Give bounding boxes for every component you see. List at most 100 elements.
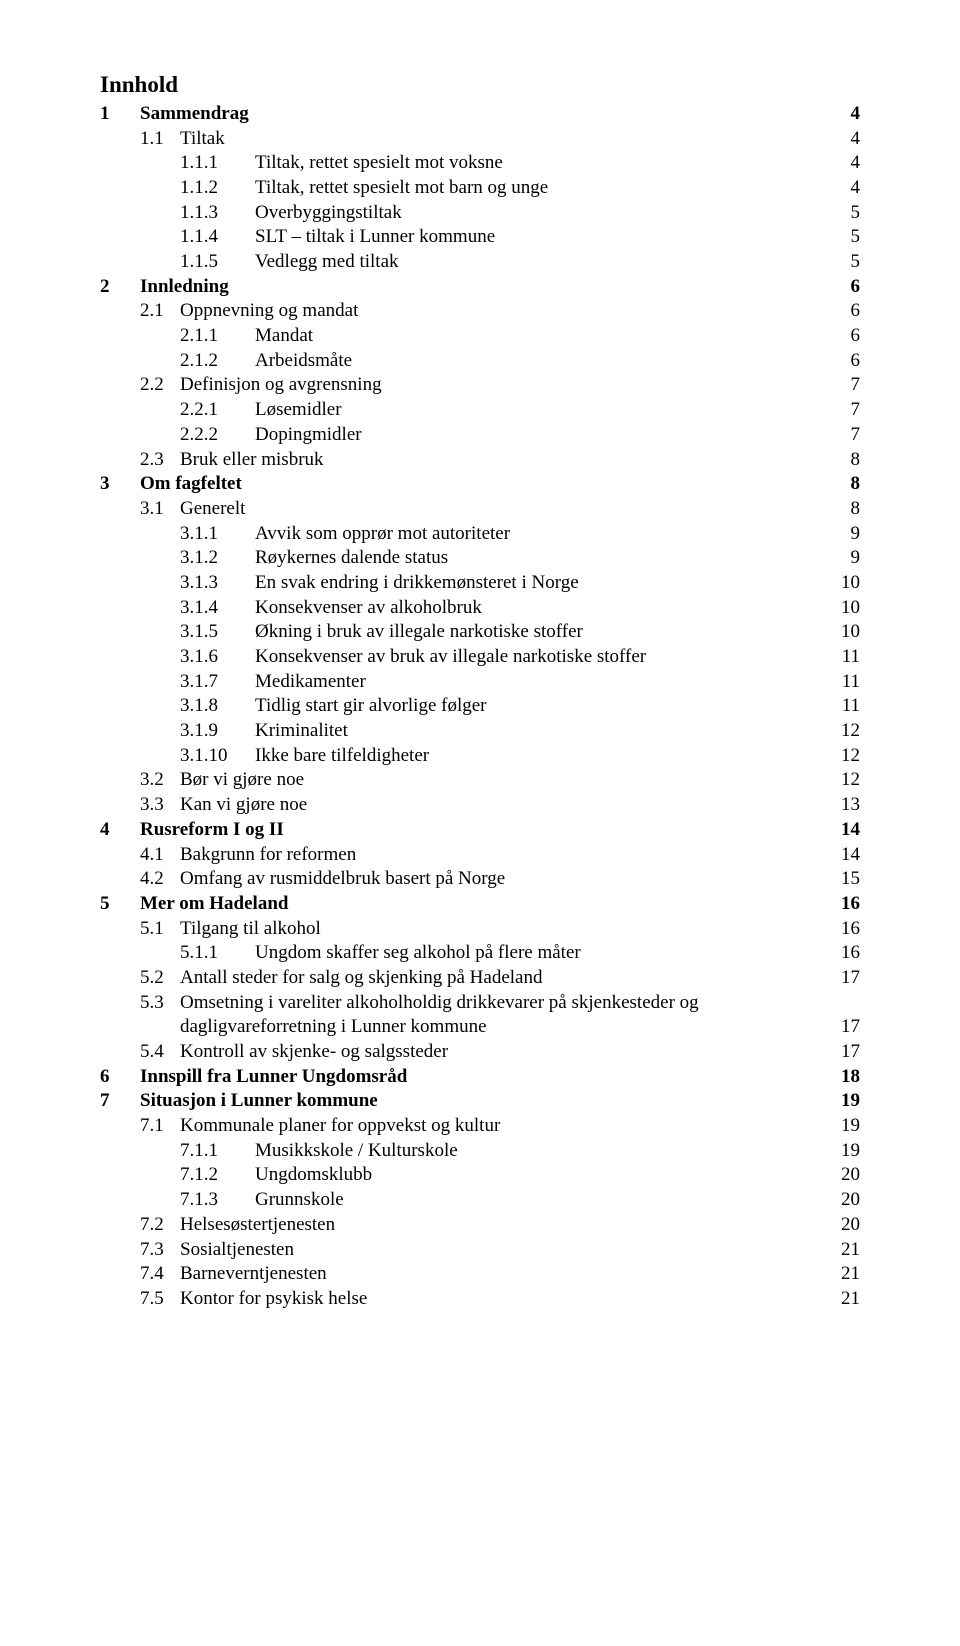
toc-number: 7.5: [100, 1287, 180, 1312]
toc-row: 3.1.9Kriminalitet12: [100, 719, 860, 744]
toc-page: 21: [830, 1238, 860, 1263]
toc-page: 6: [830, 349, 860, 374]
toc-title: Antall steder for salg og skjenking på H…: [180, 966, 830, 991]
toc-row: 4Rusreform I og II14: [100, 818, 860, 843]
toc-number: 5.2: [100, 966, 180, 991]
toc-row: 3.1.4Konsekvenser av alkoholbruk10: [100, 596, 860, 621]
toc-page: 17: [830, 1040, 860, 1065]
toc-number: 3.1.10: [100, 744, 255, 769]
toc-page: 5: [830, 225, 860, 250]
toc-row: 3.1.7Medikamenter11: [100, 670, 860, 695]
toc-row: 5.3Omsetning i vareliter alkoholholdig d…: [100, 991, 860, 1016]
toc-row: 6Innspill fra Lunner Ungdomsråd18: [100, 1065, 860, 1090]
toc-row: 7.1.2Ungdomsklubb20: [100, 1163, 860, 1188]
toc-page: 15: [830, 867, 860, 892]
toc-row: 7.3Sosialtjenesten21: [100, 1238, 860, 1263]
toc-page: 7: [830, 423, 860, 448]
toc-number: 5.1.1: [100, 941, 255, 966]
toc-title: Mer om Hadeland: [140, 892, 830, 917]
toc-page: 21: [830, 1287, 860, 1312]
toc-row: 3.1.2Røykernes dalende status9: [100, 546, 860, 571]
toc-number: 2.1.2: [100, 349, 255, 374]
toc-number: 3.1: [100, 497, 180, 522]
toc-title: Tidlig start gir alvorlige følger: [255, 694, 830, 719]
toc-number: 1.1: [100, 127, 180, 152]
toc-title: Overbyggingstiltak: [255, 201, 830, 226]
toc-number: 3.2: [100, 768, 180, 793]
toc-page: 11: [830, 645, 860, 670]
toc-number: 5.1: [100, 917, 180, 942]
toc-page: 5: [830, 201, 860, 226]
toc-row: 7Situasjon i Lunner kommune19: [100, 1089, 860, 1114]
toc-page: 14: [830, 818, 860, 843]
toc-number: 7: [100, 1089, 140, 1114]
toc-title: Tiltak, rettet spesielt mot barn og unge: [255, 176, 830, 201]
toc-title: Kontor for psykisk helse: [180, 1287, 830, 1312]
toc-page: 19: [830, 1114, 860, 1139]
toc-title: Ikke bare tilfeldigheter: [255, 744, 830, 769]
toc-page: 5: [830, 250, 860, 275]
toc-number: 7.3: [100, 1238, 180, 1263]
toc-row: 3.1Generelt8: [100, 497, 860, 522]
toc-number: 3.1.2: [100, 546, 255, 571]
toc-title: Innspill fra Lunner Ungdomsråd: [140, 1065, 830, 1090]
toc-title: Arbeidsmåte: [255, 349, 830, 374]
toc-title: Grunnskole: [255, 1188, 830, 1213]
toc-title: Helsesøstertjenesten: [180, 1213, 830, 1238]
toc-title: Kriminalitet: [255, 719, 830, 744]
toc-title: Barneverntjenesten: [180, 1262, 830, 1287]
toc-row: 3.1.5Økning i bruk av illegale narkotisk…: [100, 620, 860, 645]
toc-row: 4.2Omfang av rusmiddelbruk basert på Nor…: [100, 867, 860, 892]
toc-row: 3.1.8Tidlig start gir alvorlige følger11: [100, 694, 860, 719]
toc-row: 7.1.1Musikkskole / Kulturskole19: [100, 1139, 860, 1164]
toc-row: 2.1.2Arbeidsmåte6: [100, 349, 860, 374]
toc-title: Generelt: [180, 497, 830, 522]
toc-row: 7.5Kontor for psykisk helse21: [100, 1287, 860, 1312]
toc-title: Bakgrunn for reformen: [180, 843, 830, 868]
toc-row: 1.1Tiltak4: [100, 127, 860, 152]
toc-page: 20: [830, 1213, 860, 1238]
toc-page: 10: [830, 571, 860, 596]
toc-number: 7.1.3: [100, 1188, 255, 1213]
toc-title: Medikamenter: [255, 670, 830, 695]
toc-page: 8: [830, 497, 860, 522]
table-of-contents: 1Sammendrag41.1Tiltak41.1.1Tiltak, rette…: [100, 102, 860, 1312]
toc-page: 13: [830, 793, 860, 818]
toc-title: Ungdom skaffer seg alkohol på flere måte…: [255, 941, 830, 966]
toc-title: Ungdomsklubb: [255, 1163, 830, 1188]
toc-title: Omfang av rusmiddelbruk basert på Norge: [180, 867, 830, 892]
toc-row: 7.2Helsesøstertjenesten20: [100, 1213, 860, 1238]
toc-row: dagligvareforretning i Lunner kommune17: [100, 1015, 860, 1040]
toc-title: Røykernes dalende status: [255, 546, 830, 571]
toc-title: Økning i bruk av illegale narkotiske sto…: [255, 620, 830, 645]
toc-number: 3.1.6: [100, 645, 255, 670]
toc-number: 2.2.2: [100, 423, 255, 448]
toc-row: 3.1.10Ikke bare tilfeldigheter12: [100, 744, 860, 769]
toc-row: 3.1.6Konsekvenser av bruk av illegale na…: [100, 645, 860, 670]
toc-number: 1.1.2: [100, 176, 255, 201]
toc-title: Tilgang til alkohol: [180, 917, 830, 942]
toc-page: 9: [830, 546, 860, 571]
toc-title: dagligvareforretning i Lunner kommune: [180, 1015, 830, 1040]
toc-page: 21: [830, 1262, 860, 1287]
toc-row: 3.3Kan vi gjøre noe13: [100, 793, 860, 818]
toc-number: 1.1.1: [100, 151, 255, 176]
toc-number: 4: [100, 818, 140, 843]
toc-page: 4: [830, 176, 860, 201]
toc-title: Dopingmidler: [255, 423, 830, 448]
toc-title: En svak endring i drikkemønsteret i Norg…: [255, 571, 830, 596]
toc-row: 5.1.1Ungdom skaffer seg alkohol på flere…: [100, 941, 860, 966]
toc-page: 10: [830, 596, 860, 621]
toc-page: 19: [830, 1089, 860, 1114]
toc-number: 3.1.9: [100, 719, 255, 744]
toc-number: 2.1.1: [100, 324, 255, 349]
toc-title: Mandat: [255, 324, 830, 349]
toc-title: Oppnevning og mandat: [180, 299, 830, 324]
toc-number: 7.1: [100, 1114, 180, 1139]
toc-number: 7.1.1: [100, 1139, 255, 1164]
toc-page: 8: [830, 472, 860, 497]
toc-title: Tiltak, rettet spesielt mot voksne: [255, 151, 830, 176]
toc-row: 2.2.2Dopingmidler7: [100, 423, 860, 448]
toc-page: 16: [830, 917, 860, 942]
toc-row: 1.1.4SLT – tiltak i Lunner kommune5: [100, 225, 860, 250]
